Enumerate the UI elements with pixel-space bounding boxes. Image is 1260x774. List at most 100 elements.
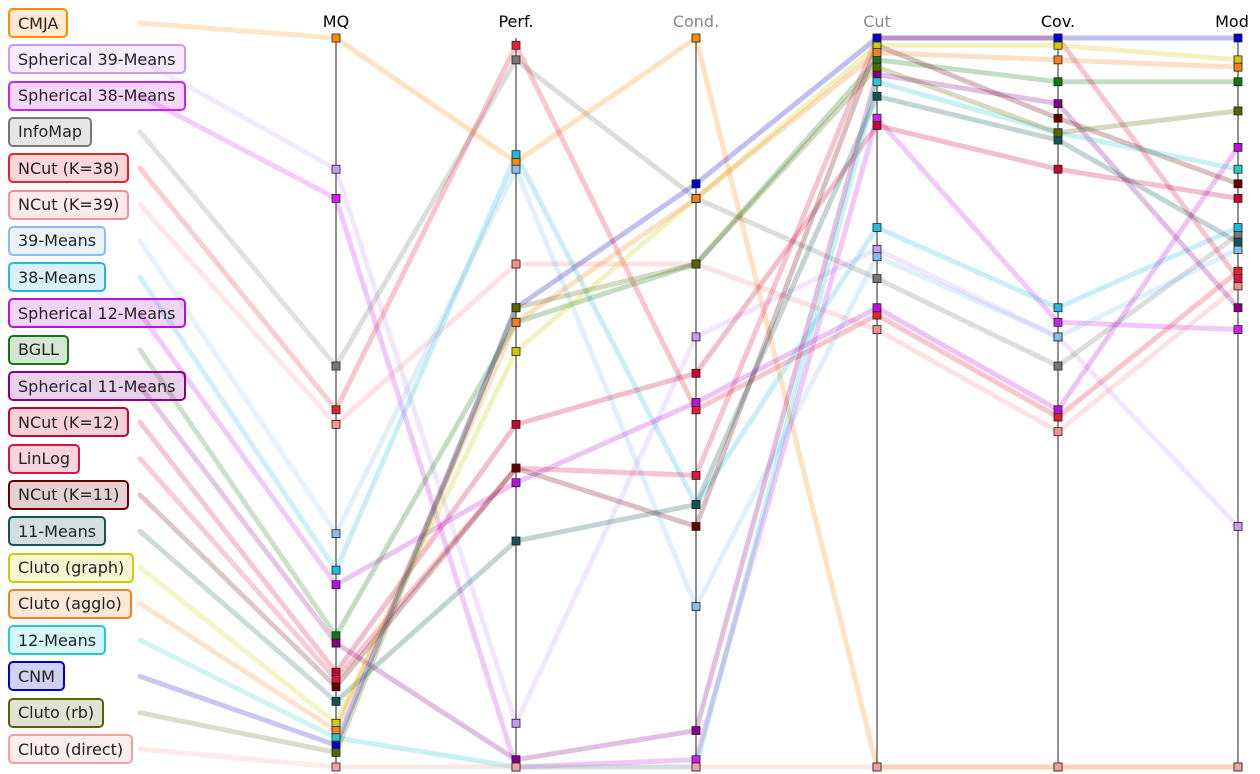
series-line-bgll[interactable] [333, 57, 1238, 638]
marker-infomap-mq[interactable] [331, 361, 341, 371]
marker-11-means-cut[interactable] [872, 91, 882, 101]
marker-cluto-agglo-perf[interactable] [511, 317, 521, 327]
legend-item-infomap[interactable]: InfoMap [8, 116, 93, 147]
marker-38-means-cov[interactable] [1053, 303, 1063, 313]
marker-ncut-k-11-cov[interactable] [1053, 113, 1063, 123]
series-line-spherical-39-means[interactable] [333, 168, 1240, 726]
marker-cluto-rb-cond[interactable] [691, 259, 701, 269]
legend-item-38-means[interactable]: 38-Means [8, 262, 107, 293]
marker-cluto-direct-mq[interactable] [331, 762, 341, 772]
marker-spherical-12-means-mq[interactable] [331, 580, 341, 590]
marker-cluto-graph-mq[interactable] [331, 718, 341, 728]
marker-cluto-graph-perf[interactable] [511, 347, 521, 356]
marker-cluto-graph-cov[interactable] [1053, 40, 1063, 50]
marker-infomap-cut[interactable] [872, 274, 882, 283]
marker-cluto-rb-mq[interactable] [331, 748, 341, 757]
marker-infomap-cov[interactable] [1053, 361, 1063, 371]
marker-cmja-cond[interactable] [691, 33, 701, 43]
marker-ncut-k-38-cut[interactable] [872, 310, 882, 320]
legend-item-ncut-k-38[interactable]: NCut (K=38) [8, 153, 130, 184]
marker-spherical-38-means-cov[interactable] [1053, 317, 1063, 327]
marker-spherical-12-means-cut[interactable] [872, 303, 882, 313]
legend-item-spherical-11-means[interactable]: Spherical 11-Means [8, 371, 186, 401]
marker-spherical-39-means-mod[interactable] [1233, 522, 1243, 531]
marker-linlog-cond[interactable] [691, 470, 701, 480]
marker-cluto-agglo-cut[interactable] [872, 48, 882, 57]
marker-ncut-k-39-cut[interactable] [872, 325, 882, 335]
legend-item-39-means[interactable]: 39-Means [8, 225, 107, 256]
marker-bgll-mod[interactable] [1233, 77, 1243, 87]
marker-ncut-k-38-cond[interactable] [691, 405, 701, 415]
marker-cluto-agglo-mq[interactable] [331, 726, 341, 735]
series-line-spherical-12-means[interactable] [334, 145, 1241, 587]
marker-cluto-graph-mod[interactable] [1233, 55, 1243, 65]
marker-ncut-k-11-mod[interactable] [1233, 179, 1243, 189]
legend-item-11-means[interactable]: 11-Means [8, 516, 107, 547]
marker-cluto-rb-cut[interactable] [872, 62, 882, 72]
marker-ncut-k-12-cut[interactable] [872, 121, 882, 130]
series-line-linlog[interactable] [334, 35, 1241, 682]
marker-cluto-agglo-cov[interactable] [1053, 55, 1063, 65]
marker-spherical-11-means-cond[interactable] [691, 726, 701, 735]
marker-cluto-direct-perf[interactable] [511, 762, 521, 772]
marker-cluto-direct-cov[interactable] [1053, 762, 1063, 772]
series-line-38-means[interactable] [333, 152, 1240, 572]
marker-spherical-39-means-perf[interactable] [511, 718, 521, 728]
marker-11-means-cond[interactable] [691, 500, 701, 509]
marker-spherical-12-means-cov[interactable] [1053, 405, 1063, 415]
series-line-ncut-k-12[interactable] [333, 122, 1239, 674]
marker-spherical-12-means-perf[interactable] [511, 478, 521, 488]
marker-spherical-12-means-mod[interactable] [1233, 142, 1243, 152]
marker-spherical-38-means-cut[interactable] [872, 113, 882, 123]
marker-ncut-k-11-cond[interactable] [691, 522, 701, 531]
series-line-cluto-rb[interactable] [333, 64, 1239, 754]
marker-ncut-k-11-mq[interactable] [331, 682, 341, 692]
legend-item-cnm[interactable]: CNM [8, 661, 65, 692]
legend-item-cluto-graph[interactable]: Cluto (graph) [8, 552, 135, 583]
marker-spherical-38-means-mod[interactable] [1233, 325, 1243, 335]
marker-39-means-cov[interactable] [1053, 332, 1063, 342]
series-line-spherical-11-means[interactable] [334, 71, 1240, 763]
marker-spherical-11-means-mq[interactable] [331, 638, 341, 648]
legend-item-ncut-k-12[interactable]: NCut (K=12) [8, 407, 130, 438]
marker-ncut-k-12-cond[interactable] [691, 368, 701, 378]
marker-cnm-mq[interactable] [331, 740, 341, 750]
series-line-11-means[interactable] [334, 93, 1240, 704]
marker-cluto-agglo-cond[interactable] [691, 193, 701, 203]
marker-spherical-11-means-cov[interactable] [1053, 99, 1063, 109]
marker-spherical-11-means-mod[interactable] [1233, 303, 1243, 313]
marker-cluto-direct-mod[interactable] [1233, 762, 1243, 772]
marker-ncut-k-12-mod[interactable] [1233, 193, 1243, 203]
marker-cluto-direct-cond[interactable] [691, 762, 701, 772]
marker-cnm-cut[interactable] [872, 33, 882, 43]
legend-item-12-means[interactable]: 12-Means [8, 625, 107, 656]
marker-spherical-11-means-cut[interactable] [872, 70, 882, 79]
marker-12-means-mod[interactable] [1233, 164, 1243, 174]
series-line-cluto-agglo[interactable] [333, 50, 1239, 732]
marker-ncut-k-12-mq[interactable] [331, 667, 341, 677]
legend-item-cmja[interactable]: CMJA [8, 8, 69, 38]
marker-infomap-mod[interactable] [1233, 230, 1243, 240]
marker-ncut-k-38-perf[interactable] [511, 40, 521, 50]
marker-12-means-cut[interactable] [872, 77, 882, 87]
marker-cluto-agglo-mod[interactable] [1233, 62, 1243, 72]
marker-cmja-perf[interactable] [511, 157, 521, 167]
marker-ncut-k-39-mq[interactable] [331, 419, 341, 429]
legend-item-ncut-k-39[interactable]: NCut (K=39) [8, 189, 130, 220]
marker-cluto-rb-perf[interactable] [511, 303, 521, 313]
marker-38-means-cut[interactable] [872, 223, 882, 232]
legend-item-bgll[interactable]: BGLL [8, 334, 69, 365]
marker-39-means-cond[interactable] [691, 602, 701, 612]
marker-11-means-mq[interactable] [331, 696, 341, 706]
marker-cluto-graph-cut[interactable] [872, 40, 882, 50]
marker-ncut-k-12-cov[interactable] [1053, 164, 1063, 174]
marker-ncut-k-38-cov[interactable] [1053, 412, 1063, 422]
marker-39-means-cut[interactable] [872, 252, 882, 262]
series-line-spherical-38-means[interactable] [333, 115, 1239, 770]
legend-item-cluto-rb[interactable]: Cluto (rb) [8, 697, 105, 728]
marker-spherical-39-means-cond[interactable] [691, 332, 701, 342]
marker-bgll-cov[interactable] [1053, 77, 1063, 87]
marker-11-means-perf[interactable] [511, 536, 521, 546]
marker-infomap-perf[interactable] [511, 55, 521, 65]
marker-39-means-mq[interactable] [331, 529, 341, 539]
